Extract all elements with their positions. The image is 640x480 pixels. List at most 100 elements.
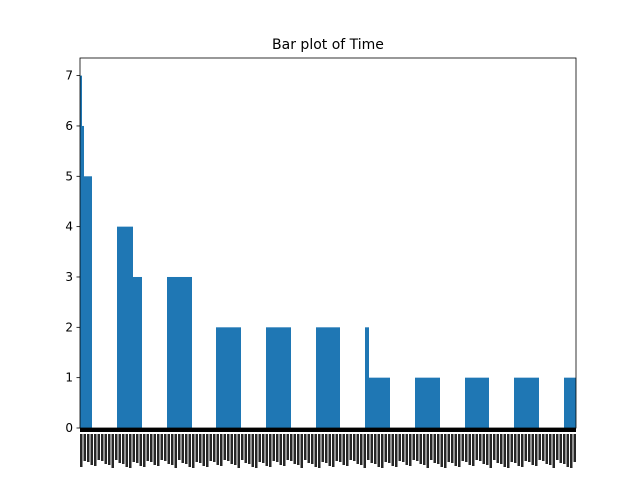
x-tick-label-glyph (97, 434, 100, 460)
bar-4 (133, 276, 142, 428)
x-tick-label-glyph (286, 434, 289, 460)
x-tick-label-glyph (430, 434, 433, 460)
x-tick-label-glyph (108, 434, 111, 465)
x-tick-label-glyph (346, 434, 349, 466)
x-tick-label-glyph (115, 434, 118, 460)
x-tick-label-glyph (493, 434, 496, 460)
x-tick-label-glyph (458, 434, 461, 467)
x-tick-label-glyph (132, 434, 135, 462)
x-tick-label-glyph (503, 434, 506, 467)
x-tick-label-glyph (216, 434, 219, 465)
y-tick-label: 0 (65, 421, 73, 435)
x-tick-label-glyph (360, 434, 363, 465)
x-tick-label-glyph (192, 434, 195, 468)
x-tick-label-glyph (566, 434, 569, 467)
x-tick-label-glyph (342, 434, 345, 465)
x-tick-label-glyph (101, 434, 104, 461)
x-tick-label-glyph (531, 434, 534, 465)
x-tick-label-glyph (80, 434, 83, 467)
x-tick-label-glyph (510, 434, 513, 462)
x-tick-label-glyph (223, 434, 226, 460)
x-tick-label-glyph (160, 434, 163, 460)
x-tick-label-glyph (573, 434, 576, 462)
x-tick-label-glyph (213, 434, 216, 462)
x-tick-label-glyph (521, 434, 524, 467)
x-tick-label-glyph (202, 434, 205, 466)
x-tick-label-glyph (367, 434, 370, 460)
x-tick-label-glyph (241, 434, 244, 460)
x-tick-label-glyph (87, 434, 90, 462)
bar-10 (369, 377, 390, 428)
x-tick-label-glyph (150, 434, 153, 462)
x-tick-label-glyph (489, 434, 492, 468)
x-tick-label-glyph (185, 434, 188, 464)
bar-9 (365, 327, 369, 428)
bar-7 (266, 327, 291, 428)
x-tick-label-glyph (538, 434, 541, 460)
x-tick-label-glyph (157, 434, 160, 466)
x-tick-label-glyph (535, 434, 538, 466)
x-tick-label-glyph (426, 434, 429, 468)
x-tick-label-glyph (321, 434, 324, 462)
x-tick-label-glyph (440, 434, 443, 467)
x-tick-label-glyph (384, 434, 387, 462)
x-tick-label-glyph (388, 434, 391, 463)
x-tick-label-glyph (517, 434, 520, 466)
x-tick-label-glyph (230, 434, 233, 464)
x-tick-label-glyph (549, 434, 552, 465)
x-tick-label-glyph (206, 434, 209, 467)
bars-group (80, 75, 576, 429)
x-tick-label-glyph (454, 434, 457, 466)
x-tick-label-glyph (265, 434, 268, 466)
x-tick-label-glyph (349, 434, 352, 460)
x-tick-label-glyph (139, 434, 142, 466)
x-tick-label-glyph (290, 434, 293, 461)
x-tick-label-glyph (94, 434, 97, 466)
x-tick-label-glyph (174, 434, 177, 468)
x-tick-label-glyph (363, 434, 366, 468)
x-tick-label-glyph (416, 434, 419, 461)
x-tick-label-glyph (220, 434, 223, 466)
y-tick-label: 1 (65, 371, 73, 385)
x-tick-label-glyph (374, 434, 377, 464)
x-tick-label-glyph (486, 434, 489, 465)
x-tick-label-glyph (237, 434, 240, 468)
x-tick-label-glyph (188, 434, 191, 467)
bar-3 (117, 226, 133, 428)
x-tick-label-glyph (461, 434, 464, 461)
x-tick-label-glyph (524, 434, 527, 461)
x-tick-label-glyph (556, 434, 559, 460)
x-tick-label-glyph (269, 434, 272, 467)
x-tick-label-glyph (258, 434, 261, 462)
x-tick-label-glyph (255, 434, 258, 468)
x-tick-label-glyph (328, 434, 331, 466)
y-tick-label: 3 (65, 270, 73, 284)
x-tick-label-glyph (143, 434, 146, 467)
x-tick-label-glyph (335, 434, 338, 461)
bar-2 (84, 176, 92, 428)
x-tick-label-glyph (395, 434, 398, 467)
x-tick-label-glyph (507, 434, 510, 468)
x-tick-label-glyph (297, 434, 300, 465)
y-tick-label: 4 (65, 220, 73, 234)
x-tick-label-glyph (195, 434, 198, 462)
x-tick-label-glyph (199, 434, 202, 463)
x-tick-label-glyph (118, 434, 121, 463)
x-tick-label-glyph (304, 434, 307, 460)
x-tick-label-glyph (332, 434, 335, 467)
x-tick-label-glyph (293, 434, 296, 464)
x-tick-label-glyph (164, 434, 167, 461)
x-tick-label-glyph (244, 434, 247, 463)
bar-5 (167, 276, 192, 428)
x-tick-labels (80, 428, 576, 468)
x-tick-label-glyph (419, 434, 422, 464)
x-tick-label-glyph (83, 434, 86, 461)
x-tick-label-glyph (559, 434, 562, 463)
y-tick-label: 7 (65, 69, 73, 83)
x-tick-label-glyph (500, 434, 503, 464)
x-tick-label-glyph (479, 434, 482, 461)
bar-12 (465, 377, 489, 428)
x-tick-label-glyph (377, 434, 380, 467)
x-tick-label-glyph (412, 434, 415, 460)
